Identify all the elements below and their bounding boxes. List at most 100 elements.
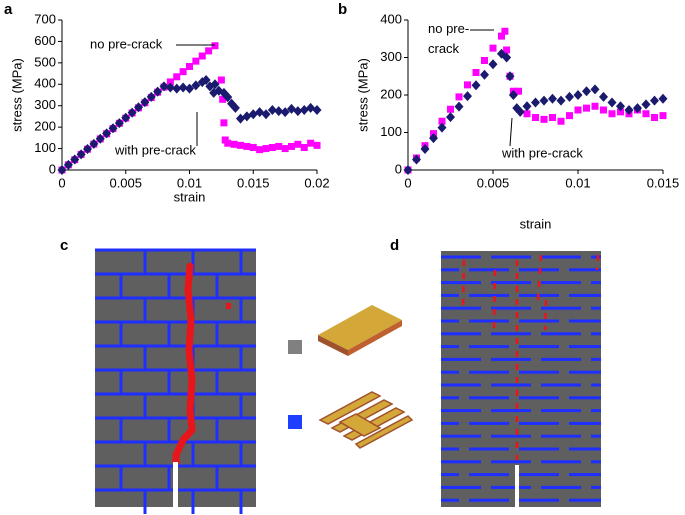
platelet bbox=[541, 460, 581, 464]
point bbox=[556, 95, 566, 106]
point bbox=[481, 57, 488, 64]
point bbox=[464, 81, 471, 89]
platelet bbox=[541, 255, 581, 259]
point bbox=[275, 142, 283, 150]
platelet bbox=[441, 447, 459, 451]
platelet bbox=[491, 434, 531, 438]
point bbox=[261, 109, 271, 120]
point bbox=[108, 123, 118, 134]
platelet bbox=[441, 434, 481, 438]
mortar-v bbox=[143, 490, 147, 514]
point bbox=[447, 105, 454, 113]
point bbox=[616, 101, 625, 112]
y-tick-label: 200 bbox=[34, 119, 56, 134]
platelet bbox=[441, 485, 481, 489]
point bbox=[515, 87, 522, 95]
mortar-v bbox=[215, 370, 219, 394]
mortar-v bbox=[143, 394, 147, 418]
point bbox=[539, 95, 549, 106]
point bbox=[102, 128, 112, 139]
point bbox=[455, 93, 463, 101]
platelet bbox=[491, 332, 531, 336]
point bbox=[83, 144, 92, 154]
y-tick-label: 200 bbox=[380, 86, 402, 101]
point bbox=[121, 112, 131, 123]
point bbox=[70, 154, 80, 165]
point bbox=[566, 112, 573, 120]
platelet bbox=[441, 396, 459, 400]
point bbox=[249, 144, 257, 151]
point bbox=[192, 57, 200, 65]
point bbox=[503, 46, 511, 54]
platelet bbox=[469, 498, 509, 502]
annotation-line bbox=[509, 117, 513, 147]
mortar-v bbox=[167, 370, 171, 394]
y-tick-label: 300 bbox=[34, 97, 56, 112]
platelet bbox=[569, 319, 601, 323]
x-tick-label: 0.02 bbox=[304, 175, 329, 190]
mortar-v bbox=[119, 418, 123, 442]
platelet bbox=[541, 485, 581, 489]
mortar-h bbox=[95, 344, 256, 348]
mortar-v bbox=[143, 298, 147, 322]
point bbox=[178, 82, 188, 93]
point bbox=[237, 141, 244, 149]
crack bbox=[492, 269, 497, 331]
point bbox=[288, 142, 295, 150]
platelet bbox=[441, 383, 481, 387]
platelet bbox=[491, 255, 531, 259]
x-tick-label: 0.005 bbox=[109, 175, 142, 190]
point bbox=[658, 93, 668, 104]
x-axis-label: strain bbox=[520, 216, 552, 231]
point bbox=[201, 75, 211, 85]
point bbox=[515, 106, 525, 117]
y-axis-label: stress (MPa) bbox=[355, 58, 370, 132]
point bbox=[523, 110, 531, 118]
point bbox=[281, 145, 289, 153]
platelet bbox=[491, 485, 531, 489]
point bbox=[583, 104, 590, 112]
crack bbox=[543, 299, 548, 331]
point bbox=[651, 114, 658, 121]
mortar-v bbox=[167, 418, 171, 442]
point bbox=[420, 144, 430, 154]
plate bbox=[318, 305, 402, 350]
platelet bbox=[591, 383, 601, 387]
point bbox=[140, 97, 150, 108]
point bbox=[650, 95, 659, 106]
point bbox=[582, 86, 591, 97]
mortar-v bbox=[239, 346, 243, 370]
platelet bbox=[469, 421, 509, 425]
point bbox=[146, 91, 156, 102]
point bbox=[294, 140, 302, 148]
point bbox=[223, 92, 233, 103]
point bbox=[262, 145, 270, 153]
point bbox=[210, 79, 220, 90]
point bbox=[412, 154, 421, 165]
panel-label: a bbox=[4, 1, 13, 18]
platelet bbox=[541, 306, 581, 310]
point bbox=[256, 146, 264, 154]
platelet bbox=[591, 281, 601, 285]
annotation: with pre-crack bbox=[114, 142, 196, 157]
mortar-h bbox=[95, 248, 256, 252]
platelet bbox=[491, 460, 531, 464]
series bbox=[57, 75, 322, 175]
platelet bbox=[569, 396, 601, 400]
point bbox=[633, 103, 642, 114]
platelet bbox=[469, 268, 509, 272]
platelet bbox=[441, 268, 459, 272]
platelet bbox=[441, 357, 481, 361]
crack bbox=[461, 259, 466, 311]
platelet bbox=[491, 409, 531, 413]
point bbox=[437, 122, 447, 133]
point bbox=[531, 97, 540, 108]
platelet bbox=[541, 383, 581, 387]
h-plate bbox=[318, 391, 414, 449]
point bbox=[198, 52, 206, 60]
point bbox=[224, 139, 232, 147]
point bbox=[565, 91, 574, 102]
notch bbox=[173, 462, 178, 507]
mortar-v bbox=[119, 370, 123, 394]
plate-edge bbox=[348, 320, 402, 356]
